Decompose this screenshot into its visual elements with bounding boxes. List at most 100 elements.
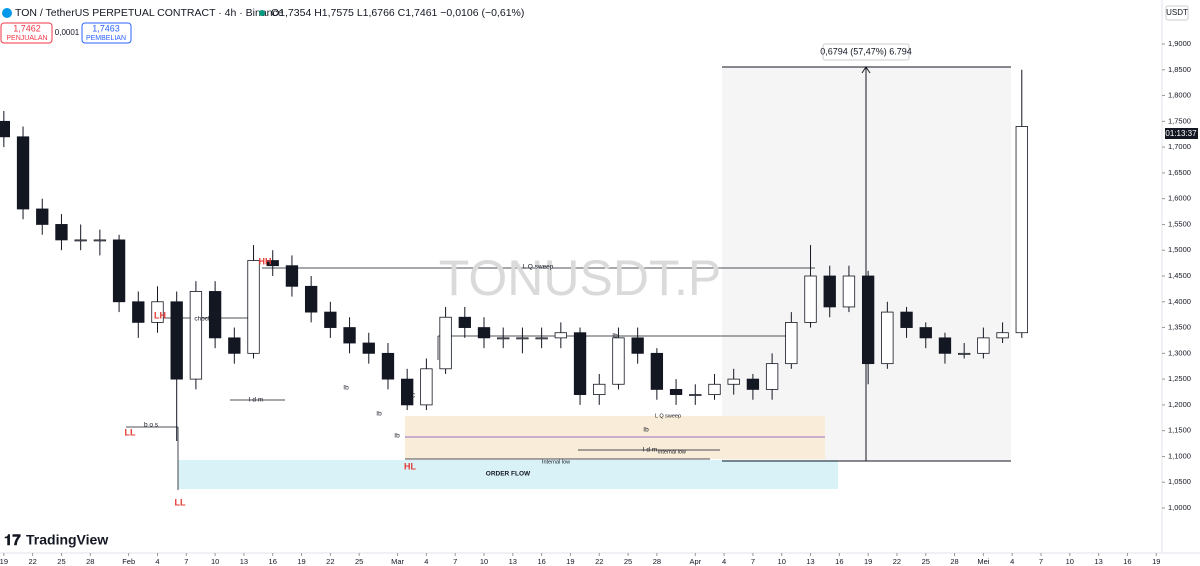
candle-body xyxy=(593,383,606,395)
y-tick-label: 1,7500 xyxy=(1168,116,1191,125)
x-tick-label: Feb xyxy=(122,557,135,566)
currency[interactable]: USDT xyxy=(1166,8,1188,17)
x-tick-label: 16 xyxy=(537,557,545,566)
candle-body xyxy=(55,224,68,241)
buy-price[interactable]: 1,7463 xyxy=(92,23,120,33)
y-tick-label: 1,4500 xyxy=(1168,271,1191,280)
y-tick-label: 1,8500 xyxy=(1168,65,1191,74)
annotation: I d m xyxy=(643,447,657,454)
annotation: Ib xyxy=(612,333,618,340)
candle-body xyxy=(573,332,587,395)
measure-label: 0,6794 (57,47%) 6.794 xyxy=(820,46,912,56)
x-tick-label: 28 xyxy=(653,557,661,566)
y-tick-label: 1,2500 xyxy=(1168,374,1191,383)
annotation: IC xyxy=(409,393,416,400)
candle-body xyxy=(189,291,203,380)
x-tick-label: 10 xyxy=(1066,557,1074,566)
candle-body xyxy=(861,275,875,365)
candle-body xyxy=(16,136,30,210)
candle-body xyxy=(689,394,702,396)
structure-label: LH xyxy=(154,310,166,320)
candle-body xyxy=(727,378,740,385)
measure-arrowhead xyxy=(861,66,871,74)
x-tick-label: 19 xyxy=(297,557,305,566)
annotation: internal low xyxy=(658,449,686,455)
sell-button[interactable] xyxy=(0,22,53,44)
candle-body xyxy=(516,337,529,340)
candle-body xyxy=(938,337,952,354)
candle-body xyxy=(36,208,49,225)
candle-body xyxy=(996,332,1009,339)
symbol: TON / TetherUS PERPETUAL CONTRACT · 4h ·… xyxy=(15,7,284,19)
sell-label[interactable]: PENJUALAN xyxy=(6,35,47,42)
candle-body xyxy=(112,239,126,303)
candle-body xyxy=(208,291,222,339)
x-tick-label: 4 xyxy=(424,557,428,566)
candle-body xyxy=(881,311,894,365)
x-tick-label: 22 xyxy=(28,557,36,566)
annotation: Ib xyxy=(376,411,382,418)
order-flow-zone xyxy=(178,460,838,489)
annotation: L Q sweep xyxy=(523,264,554,271)
x-tick-label: Mar xyxy=(391,557,404,566)
candle-body xyxy=(401,378,414,406)
x-tick-label: 13 xyxy=(240,557,248,566)
buy-button[interactable] xyxy=(81,22,132,44)
annotation: choch xyxy=(194,316,212,323)
candle-body xyxy=(650,352,664,390)
y-tick-label: 1,3000 xyxy=(1168,348,1191,357)
candle-body xyxy=(304,285,318,313)
y-tick-label: 1,5500 xyxy=(1168,219,1191,228)
x-tick-label: 16 xyxy=(1123,557,1131,566)
candle-body xyxy=(823,275,836,308)
candle-body xyxy=(785,321,798,365)
candle-body xyxy=(324,311,337,328)
candle-body xyxy=(0,120,11,138)
x-tick-label: 7 xyxy=(751,557,755,566)
x-tick-label: Mei xyxy=(977,557,989,566)
structure-label: LL xyxy=(175,497,186,507)
x-tick-label: 25 xyxy=(57,557,65,566)
buy-label[interactable]: PEMBELIAN xyxy=(86,35,126,42)
candle-body xyxy=(958,352,971,355)
candle-body xyxy=(93,239,107,242)
x-tick-label: 22 xyxy=(893,557,901,566)
watermark: TONUSDT.P xyxy=(439,250,721,306)
x-tick-label: 19 xyxy=(0,557,8,566)
candle-body xyxy=(746,378,760,390)
y-tick-label: 1,7000 xyxy=(1168,142,1191,151)
y-tick-label: 1,3500 xyxy=(1168,323,1191,332)
candle-body xyxy=(132,301,145,323)
x-tick-label: 19 xyxy=(566,557,574,566)
candle-body xyxy=(497,337,510,340)
candle-body xyxy=(612,337,625,385)
candle-body xyxy=(554,332,567,339)
y-tick-label: 1,6000 xyxy=(1168,194,1191,203)
y-tick-label: 1,1000 xyxy=(1168,451,1191,460)
y-tick-label: 1,5000 xyxy=(1168,245,1191,254)
candle-body xyxy=(842,275,856,308)
candle-body xyxy=(669,389,683,395)
candle-body xyxy=(977,337,990,354)
structure-label: HL xyxy=(404,461,416,471)
annotation: L Q sweep xyxy=(655,413,681,419)
candle-body xyxy=(266,260,279,267)
spread: 0,0001 xyxy=(55,28,80,37)
x-tick-label: 28 xyxy=(950,557,958,566)
x-tick-label: 7 xyxy=(1039,557,1043,566)
annotation: I d m xyxy=(249,397,263,404)
sell-price[interactable]: 1,7462 xyxy=(13,23,41,33)
candle-body xyxy=(74,239,87,242)
x-tick-label: 13 xyxy=(1094,557,1102,566)
y-tick-label: 1,1500 xyxy=(1168,426,1191,435)
x-tick-label: 25 xyxy=(922,557,930,566)
x-tick-label: 22 xyxy=(595,557,603,566)
currency-button[interactable] xyxy=(1165,5,1189,21)
candle-body xyxy=(477,327,491,339)
x-tick-label: Apr xyxy=(689,557,701,566)
candle-body xyxy=(381,352,395,380)
measure-label-box xyxy=(822,43,910,61)
candle-body xyxy=(535,337,548,340)
